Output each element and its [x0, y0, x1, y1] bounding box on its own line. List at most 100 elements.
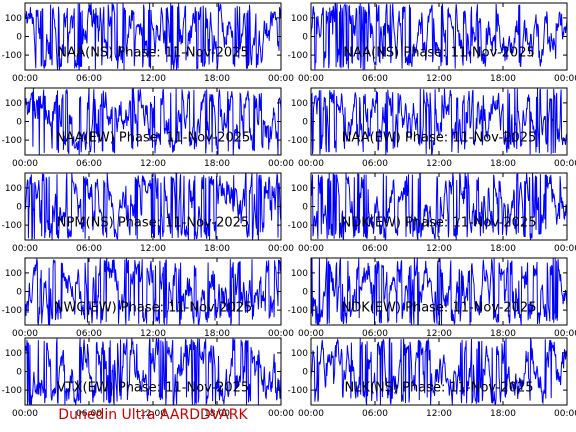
x-tick-label: 00:00: [12, 409, 38, 419]
y-tick-label: 100: [5, 99, 22, 109]
phase-trace: [311, 258, 567, 325]
y-tick-label: 0: [16, 203, 22, 213]
x-tick-label: 06:00: [362, 159, 388, 169]
x-tick-label: 00:00: [268, 409, 294, 419]
phase-trace: [25, 173, 281, 240]
x-tick-label: 12:00: [140, 329, 166, 339]
x-tick-label: 00:00: [554, 244, 576, 254]
x-tick-label: 06:00: [362, 409, 388, 419]
footer-station-label: Dunedin Ultra AARDDVARK: [58, 407, 248, 423]
x-tick-label: 18:00: [204, 74, 230, 84]
x-tick-label: 06:00: [76, 244, 102, 254]
x-tick-label: 18:00: [490, 74, 516, 84]
panel-title: NDK(EW) Phase: 11-Nov-2025: [342, 216, 537, 231]
x-tick-label: 00:00: [268, 159, 294, 169]
phase-panel: 100 0 -100 00:00 06:00 12:00 18:00 00:00 NAA(NS)…: [288, 2, 576, 84]
phase-panel: 100 0 -100 00:00 06:00 12:00 18:00 00:00 NDK(EW)…: [288, 172, 576, 254]
y-tick-label: 0: [302, 288, 308, 298]
panel-title: NAA(NS) Phase: 11-Nov-2025: [57, 46, 248, 61]
phase-panel: 100 0 -100 00:00 06:00 12:00 18:00 00:00 NAA(NS)…: [2, 2, 294, 84]
y-tick-label: -100: [288, 51, 309, 61]
x-tick-label: 18:00: [204, 159, 230, 169]
panel-title: NAA(NS) Phase: 11-Nov-2025: [343, 46, 534, 61]
x-tick-label: 00:00: [12, 329, 38, 339]
panel-title: VTX(EW) Phase: 11-Nov-2025: [57, 381, 249, 396]
y-tick-label: 100: [291, 14, 308, 24]
x-tick-label: 12:00: [426, 409, 452, 419]
y-tick-label: 100: [5, 184, 22, 194]
phase-trace: [311, 173, 567, 240]
phase-trace: [311, 338, 567, 405]
phase-trace: [25, 258, 281, 325]
x-tick-label: 00:00: [298, 244, 324, 254]
y-tick-label: 100: [5, 14, 22, 24]
x-tick-label: 18:00: [204, 244, 230, 254]
x-tick-label: 06:00: [362, 329, 388, 339]
x-tick-label: 18:00: [490, 329, 516, 339]
y-tick-label: -100: [288, 221, 309, 231]
y-tick-label: -100: [2, 386, 23, 396]
y-tick-label: -100: [288, 386, 309, 396]
y-tick-label: 0: [302, 203, 308, 213]
phase-trace: [25, 3, 281, 70]
x-tick-label: 00:00: [268, 329, 294, 339]
y-tick-label: -100: [2, 136, 23, 146]
y-tick-label: -100: [2, 51, 23, 61]
x-tick-label: 12:00: [426, 329, 452, 339]
x-tick-label: 00:00: [554, 329, 576, 339]
y-tick-label: 100: [291, 99, 308, 109]
y-tick-label: 0: [302, 368, 308, 378]
x-tick-label: 00:00: [554, 409, 576, 419]
x-tick-label: 00:00: [298, 74, 324, 84]
y-tick-label: 0: [16, 33, 22, 43]
y-tick-label: 100: [5, 349, 22, 359]
x-tick-label: 12:00: [426, 244, 452, 254]
x-tick-label: 06:00: [76, 159, 102, 169]
x-tick-label: 06:00: [362, 244, 388, 254]
y-tick-label: -100: [288, 306, 309, 316]
phase-trace: [25, 338, 281, 405]
x-tick-label: 00:00: [268, 244, 294, 254]
phase-panel: 100 0 -100 00:00 06:00 12:00 18:00 00:00 NLK(NS)…: [288, 337, 576, 419]
phase-panel: 100 0 -100 00:00 06:00 12:00 18:00 00:00 NAA(EW)…: [2, 87, 294, 169]
x-tick-label: 06:00: [76, 329, 102, 339]
x-tick-label: 00:00: [268, 74, 294, 84]
x-tick-label: 00:00: [12, 159, 38, 169]
y-tick-label: 0: [302, 33, 308, 43]
y-tick-label: 100: [291, 184, 308, 194]
panel-title: NWC(EW) Phase: 11-Nov-2025: [54, 301, 252, 316]
x-tick-label: 18:00: [490, 244, 516, 254]
y-tick-label: -100: [288, 136, 309, 146]
y-tick-label: -100: [2, 306, 23, 316]
y-tick-label: 0: [16, 118, 22, 128]
x-tick-label: 12:00: [426, 159, 452, 169]
y-tick-label: 100: [5, 269, 22, 279]
x-tick-label: 00:00: [554, 74, 576, 84]
panel-title: NAA(EW) Phase: 11-Nov-2025: [56, 131, 251, 146]
x-tick-label: 06:00: [362, 74, 388, 84]
phase-panel: 100 0 -100 00:00 06:00 12:00 18:00 00:00 VTX(EW)…: [2, 337, 294, 419]
phase-panel: 100 0 -100 00:00 06:00 12:00 18:00 00:00 NDK(EW)…: [288, 257, 576, 339]
phase-trace: [311, 88, 567, 155]
y-tick-label: 100: [291, 269, 308, 279]
x-tick-label: 18:00: [204, 409, 230, 419]
x-tick-label: 00:00: [298, 409, 324, 419]
panel-title: NPM(NS) Phase: 11-Nov-2025: [57, 216, 249, 231]
y-tick-label: 0: [16, 288, 22, 298]
x-tick-label: 00:00: [298, 329, 324, 339]
x-tick-label: 00:00: [12, 244, 38, 254]
phase-panel: 100 0 -100 00:00 06:00 12:00 18:00 00:00 NAA(EW)…: [288, 87, 576, 169]
x-tick-label: 06:00: [76, 74, 102, 84]
y-tick-label: 0: [302, 118, 308, 128]
phase-trace: [311, 3, 567, 70]
panel-title: NAA(EW) Phase: 11-Nov-2025: [342, 131, 537, 146]
x-tick-label: 12:00: [140, 409, 166, 419]
y-tick-label: 0: [16, 368, 22, 378]
y-tick-label: 100: [291, 349, 308, 359]
panel-title: NLK(NS) Phase: 11-Nov-2025: [344, 381, 533, 396]
x-tick-label: 12:00: [140, 159, 166, 169]
x-tick-label: 00:00: [554, 159, 576, 169]
x-tick-label: 12:00: [426, 74, 452, 84]
